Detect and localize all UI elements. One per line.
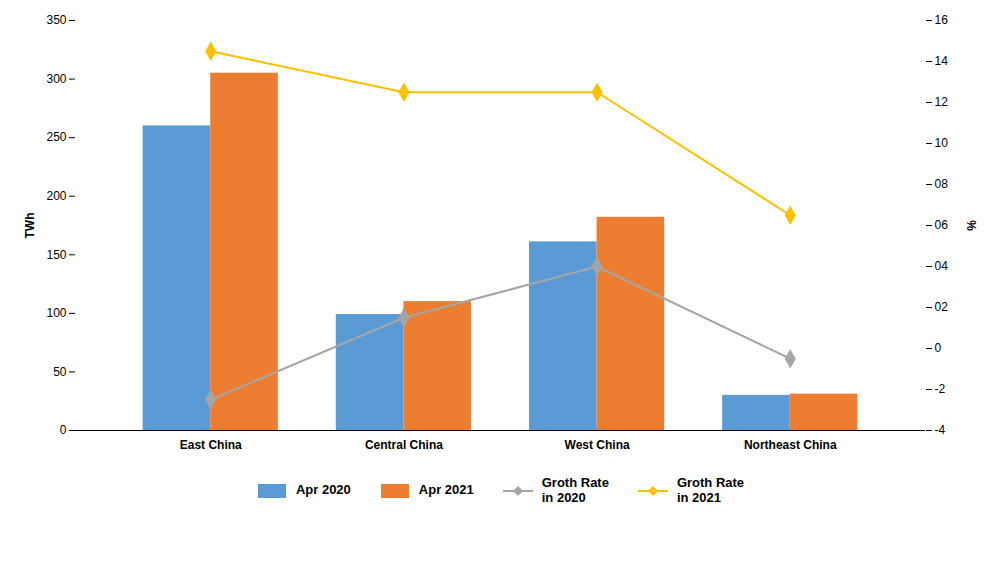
svg-text:50: 50 — [53, 365, 67, 379]
svg-text:250: 250 — [46, 130, 66, 144]
svg-text:0: 0 — [60, 423, 67, 437]
svg-text:-4: -4 — [935, 423, 946, 437]
svg-text:16: 16 — [935, 13, 949, 27]
svg-text:10: 10 — [935, 136, 949, 150]
svg-text:12: 12 — [935, 95, 949, 109]
html-text:Groth Rate in 2020: Groth Rate in 2020 — [541, 475, 609, 505]
svg-text:350: 350 — [46, 13, 66, 27]
svg-text:East China: East China — [180, 438, 242, 452]
svg-text:0: 0 — [935, 341, 942, 355]
svg-text:08: 08 — [935, 177, 949, 191]
html-text:Apr 2021: Apr 2021 — [418, 482, 474, 498]
svg-text:Northeast China: Northeast China — [744, 438, 837, 452]
svg-text:02: 02 — [935, 300, 949, 314]
svg-text:06: 06 — [935, 218, 949, 232]
svg-text:TWh: TWh — [23, 213, 37, 239]
svg-text:200: 200 — [46, 189, 66, 203]
html-text:Groth Rate in 2021: Groth Rate in 2021 — [676, 475, 745, 505]
svg-text:04: 04 — [935, 259, 949, 273]
svg-text:Central China: Central China — [365, 438, 443, 452]
svg-text:14: 14 — [935, 54, 949, 68]
svg-text:150: 150 — [46, 248, 66, 262]
svg-text:100: 100 — [46, 306, 66, 320]
svg-text:300: 300 — [46, 72, 66, 86]
svg-text:-2: -2 — [935, 382, 946, 396]
html-text:Apr 2020: Apr 2020 — [295, 482, 351, 498]
svg-text:%: % — [965, 220, 979, 231]
svg-text:West China: West China — [565, 438, 630, 452]
